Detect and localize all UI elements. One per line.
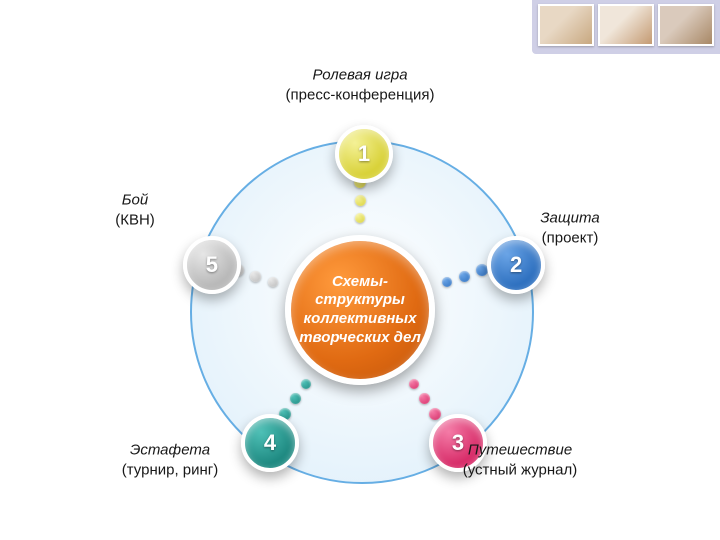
connector-dot — [409, 379, 419, 389]
node-4: 4 — [241, 414, 299, 472]
connector-dot — [290, 393, 301, 404]
node-number: 2 — [510, 252, 522, 278]
label-plain: (пресс-конференция) — [286, 86, 435, 103]
node-label-4: Эстафета (турнир, ринг) — [122, 441, 219, 480]
label-italic: Эстафета — [130, 442, 210, 459]
node-2: 2 — [487, 236, 545, 294]
label-italic: Бой — [122, 192, 148, 209]
connector-dot — [355, 213, 365, 223]
node-number: 1 — [358, 141, 370, 167]
node-label-1: Ролевая игра (пресс-конференция) — [286, 66, 435, 105]
node-label-3: Путешествие (устный журнал) — [463, 441, 578, 480]
connector-dot — [442, 277, 452, 287]
hub-text: Схемы-структуры коллективных творческих … — [299, 273, 421, 348]
connector-dot — [429, 408, 441, 420]
node-label-2: Защита (проект) — [540, 209, 599, 248]
label-plain: (турнир, ринг) — [122, 461, 219, 478]
diagram-hub: Схемы-структуры коллективных творческих … — [285, 235, 435, 385]
photo-thumb — [658, 4, 714, 46]
connector-dot — [301, 379, 311, 389]
connector-dot — [476, 264, 488, 276]
label-plain: (устный журнал) — [463, 461, 578, 478]
photo-strip — [532, 0, 720, 54]
label-italic: Защита — [540, 210, 599, 227]
node-5: 5 — [183, 236, 241, 294]
connector-dot — [419, 393, 430, 404]
label-italic: Ролевая игра — [312, 67, 407, 84]
connector-dot — [355, 195, 366, 206]
photo-thumb — [538, 4, 594, 46]
node-number: 5 — [206, 252, 218, 278]
label-plain: (КВН) — [115, 211, 155, 228]
node-1: 1 — [335, 125, 393, 183]
node-label-5: Бой (КВН) — [115, 191, 155, 230]
label-plain: (проект) — [542, 229, 599, 246]
label-italic: Путешествие — [468, 442, 572, 459]
photo-thumb — [598, 4, 654, 46]
node-number: 4 — [264, 430, 276, 456]
connector-dot — [268, 277, 278, 287]
connector-dot — [459, 271, 470, 282]
connector-dot — [250, 271, 261, 282]
